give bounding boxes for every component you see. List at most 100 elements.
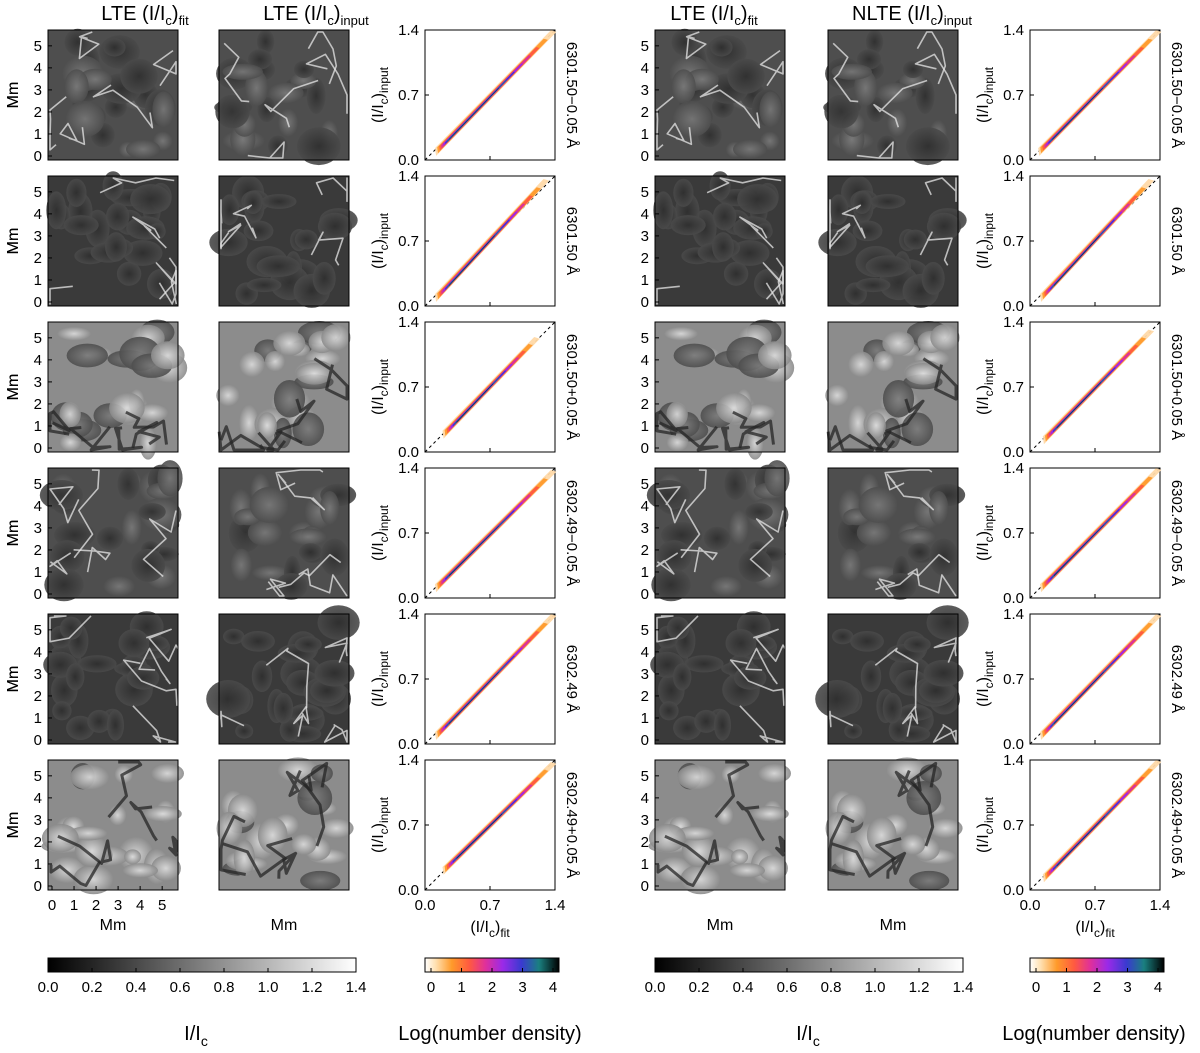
mm-tick-label: 4 <box>641 790 649 807</box>
mm-axis-label: Mm <box>5 666 22 693</box>
granule <box>116 261 142 286</box>
network-lane <box>924 177 957 202</box>
mm-tick-label: 5 <box>34 622 42 639</box>
mm-axis-label: Mm <box>100 917 127 934</box>
granule <box>294 229 318 250</box>
scatter-ylabel: (I/Ic)input <box>370 650 391 707</box>
granule <box>714 709 731 741</box>
scatter-plots <box>424 29 1162 891</box>
colorbar-intensity-right-tick-label: 1.2 <box>909 979 930 996</box>
intensity-map-frame <box>47 467 179 599</box>
granule <box>673 663 692 691</box>
granule <box>73 864 114 895</box>
colorbar-intensity-left <box>47 957 357 973</box>
intensity-map-frame <box>218 29 350 161</box>
density-band <box>1054 374 1109 431</box>
network-lane <box>841 204 866 239</box>
network-lane <box>138 647 171 685</box>
network-lane <box>829 199 832 250</box>
granule <box>759 91 782 128</box>
granule <box>903 636 931 653</box>
scatter-y-tick-label: 0.7 <box>1003 525 1024 542</box>
granule <box>734 666 767 690</box>
intensity-map <box>654 319 795 460</box>
density-band <box>449 235 495 286</box>
intensity-map <box>827 467 966 600</box>
granule <box>651 568 691 602</box>
granule <box>921 262 945 295</box>
colorbar-intensity-left-tick-label: 0.6 <box>170 979 191 996</box>
granule <box>64 69 89 104</box>
wavelength-label: 6302.49−0.05 Å <box>563 480 580 586</box>
scatter-ylabel: (I/Ic)input <box>975 66 996 123</box>
mm-tick-label: 5 <box>641 622 649 639</box>
granule <box>731 849 749 865</box>
mm-tick-label: 5 <box>34 184 42 201</box>
granule <box>673 178 694 207</box>
network-lane <box>305 53 348 114</box>
granule <box>758 855 788 882</box>
granule <box>65 101 105 137</box>
granule <box>148 223 166 240</box>
granule <box>666 401 688 428</box>
granule <box>666 616 690 640</box>
colorbar-density-left-tick-label: 3 <box>518 979 526 996</box>
granule <box>206 680 251 718</box>
colorbar-intensity-left-tick-label: 1.0 <box>258 979 279 996</box>
density-band <box>456 383 494 423</box>
wavelength-label: 6301.50−0.05 Å <box>1168 42 1185 148</box>
granule <box>66 178 87 207</box>
granule <box>729 863 765 878</box>
mm-tick-label: 2 <box>34 542 42 559</box>
granule <box>882 692 903 724</box>
scatter-panel <box>424 29 557 161</box>
scatter-y-tick-label: 0.7 <box>1003 671 1024 688</box>
density-band <box>1054 672 1104 724</box>
intensity-map-frame <box>827 29 959 161</box>
mm-tick-label: 1 <box>34 126 42 143</box>
density-band <box>447 518 507 579</box>
mm-tick-label: 5 <box>34 476 42 493</box>
granule <box>103 38 126 57</box>
intensity-map <box>218 467 357 600</box>
granule <box>261 194 297 209</box>
scatter-ylabel: (I/Ic)input <box>370 504 391 561</box>
density-band <box>1052 517 1112 579</box>
network-lane <box>146 628 179 662</box>
network-lane <box>217 431 287 452</box>
scatter-y-tick-label: 0.0 <box>1003 736 1024 753</box>
granule <box>738 548 773 582</box>
mm-tick-label: 2 <box>641 396 649 413</box>
granule <box>733 139 768 159</box>
colorbar-density-right-tick-label: 1 <box>1062 979 1070 996</box>
network-lane <box>753 628 786 662</box>
network-lane <box>152 49 177 87</box>
granule <box>143 806 182 822</box>
scatter-ylabel: (I/Ic)input <box>975 212 996 269</box>
granule <box>825 384 849 407</box>
granule <box>120 58 158 94</box>
network-lane <box>831 837 902 878</box>
granule <box>294 636 322 653</box>
scatter-y-tick-label: 0.0 <box>398 736 419 753</box>
scatter-y-tick-label: 0.0 <box>398 444 419 461</box>
mm-tick-label: 4 <box>34 352 42 369</box>
intensity-map <box>818 175 967 308</box>
mm-tick-label: 1 <box>34 856 42 873</box>
granule <box>928 818 963 839</box>
mm-tick-label: 5 <box>641 38 649 55</box>
network-lane <box>223 42 250 103</box>
colorbar-intensity-right-tick-label: 0.4 <box>733 979 754 996</box>
network-lane <box>902 706 919 737</box>
intensity-map <box>654 28 786 161</box>
network-lane <box>907 568 957 597</box>
granule <box>865 255 909 277</box>
granule <box>671 28 698 56</box>
density-band <box>1056 382 1102 429</box>
network-lane <box>310 231 344 266</box>
granule <box>725 629 757 658</box>
network-lane <box>247 141 285 159</box>
wavelength-label: 6301.50−0.05 Å <box>563 42 580 148</box>
scatter-y-tick-label: 0.7 <box>398 817 419 834</box>
intensity-map <box>47 319 188 460</box>
